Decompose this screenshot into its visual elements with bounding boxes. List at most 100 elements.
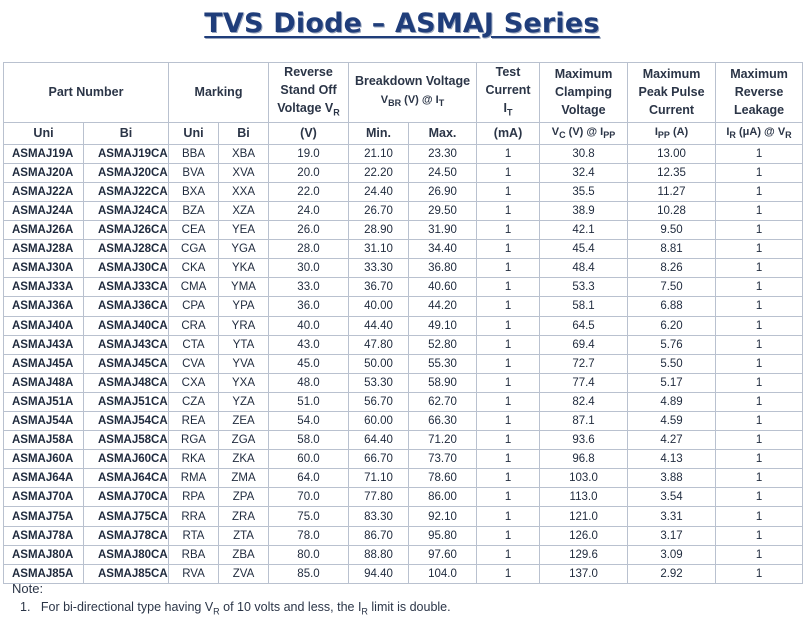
- cell-part-uni: ASMAJ78A: [3, 525, 84, 546]
- cell-part-bi: ASMAJ20CA: [83, 162, 169, 183]
- cell-vbr-max: 95.80: [407, 525, 478, 546]
- specs-table-body: ASMAJ19A ASMAJ19CA BBA XBA 19.0 21.10 23.30 1 30…: [3, 143, 804, 584]
- cell-marking-bi: YPA: [218, 296, 269, 317]
- cell-vbr-min: 77.80: [348, 487, 409, 508]
- cell-ir: 1: [715, 372, 804, 393]
- table-row: ASMAJ26A ASMAJ26CA CEA YEA 26.0 28.90 31.90 1 42…: [3, 220, 804, 241]
- cell-ir: 1: [715, 258, 804, 279]
- cell-it: 1: [476, 239, 541, 260]
- cell-vbr-max: 24.50: [407, 162, 478, 183]
- cell-marking-bi: YMA: [218, 277, 269, 298]
- subheader-ipp-unit: IPP (A): [627, 121, 717, 145]
- cell-vbr-min: 26.70: [348, 200, 409, 222]
- cell-ipp: 3.09: [627, 544, 717, 565]
- cell-marking-uni: RKA: [168, 449, 219, 470]
- cell-marking-bi: ZEA: [218, 410, 269, 432]
- cell-marking-uni: CPA: [168, 296, 219, 317]
- cell-it: 1: [476, 449, 541, 470]
- cell-ipp: 2.92: [627, 563, 717, 584]
- cell-part-bi: ASMAJ19CA: [83, 143, 169, 164]
- cell-marking-uni: CMA: [168, 277, 219, 298]
- cell-vc: 58.1: [539, 296, 629, 317]
- cell-ir: 1: [715, 200, 804, 222]
- table-row: ASMAJ24A ASMAJ24CA BZA XZA 24.0 26.70 29.50 1 38…: [3, 200, 804, 222]
- cell-vbr-max: 40.60: [407, 277, 478, 298]
- cell-vc: 93.6: [539, 430, 629, 451]
- cell-marking-uni: CKA: [168, 258, 219, 279]
- cell-part-bi: ASMAJ80CA: [83, 544, 169, 565]
- cell-vbr-max: 66.30: [407, 410, 478, 432]
- cell-vr: 33.0: [268, 277, 349, 298]
- cell-vr: 28.0: [268, 239, 349, 260]
- cell-vbr-min: 21.10: [348, 143, 409, 164]
- cell-marking-uni: RGA: [168, 430, 219, 451]
- cell-it: 1: [476, 353, 541, 374]
- cell-it: 1: [476, 315, 541, 336]
- cell-vc: 129.6: [539, 544, 629, 565]
- subheader-vc-unit: VC (V) @ IPP: [539, 121, 629, 145]
- cell-part-bi: ASMAJ78CA: [83, 525, 169, 546]
- cell-part-uni: ASMAJ43A: [3, 334, 84, 355]
- cell-vr: 75.0: [268, 506, 349, 527]
- cell-it: 1: [476, 296, 541, 317]
- cell-ir: 1: [715, 277, 804, 298]
- header-part-number: Part Number: [3, 62, 169, 123]
- table-row: ASMAJ19A ASMAJ19CA BBA XBA 19.0 21.10 23.30 1 30…: [3, 143, 804, 164]
- cell-ir: 1: [715, 449, 804, 470]
- specs-table: Part Number Marking Reverse Stand Off Vo…: [3, 62, 804, 584]
- cell-ipp: 9.50: [627, 220, 717, 241]
- cell-ipp: 5.76: [627, 334, 717, 355]
- cell-ir: 1: [715, 334, 804, 355]
- cell-marking-uni: CRA: [168, 315, 219, 336]
- cell-marking-uni: RVA: [168, 563, 219, 584]
- cell-vr: 80.0: [268, 544, 349, 565]
- cell-it: 1: [476, 162, 541, 183]
- cell-ipp: 11.27: [627, 181, 717, 202]
- subheader-ir-unit: IR (μA) @ VR: [715, 121, 804, 145]
- cell-vc: 137.0: [539, 563, 629, 584]
- cell-vc: 42.1: [539, 220, 629, 241]
- cell-ir: 1: [715, 143, 804, 164]
- cell-marking-uni: REA: [168, 410, 219, 432]
- table-row: ASMAJ28A ASMAJ28CA CGA YGA 28.0 31.10 34.40 1 45…: [3, 239, 804, 260]
- cell-marking-uni: CVA: [168, 353, 219, 374]
- cell-vbr-max: 104.0: [407, 563, 478, 584]
- cell-ir: 1: [715, 525, 804, 546]
- cell-marking-bi: ZVA: [218, 563, 269, 584]
- cell-part-uni: ASMAJ40A: [3, 315, 84, 336]
- cell-ipp: 4.27: [627, 430, 717, 451]
- cell-ir: 1: [715, 487, 804, 508]
- cell-part-bi: ASMAJ54CA: [83, 410, 169, 432]
- cell-ipp: 6.20: [627, 315, 717, 336]
- cell-vr: 78.0: [268, 525, 349, 546]
- table-row: ASMAJ22A ASMAJ22CA BXA XXA 22.0 24.40 26.90 1 35…: [3, 181, 804, 202]
- cell-part-uni: ASMAJ75A: [3, 506, 84, 527]
- cell-vc: 30.8: [539, 143, 629, 164]
- cell-vbr-max: 52.80: [407, 334, 478, 355]
- note-item: 1. For bi-directional type having VR of …: [20, 600, 451, 617]
- table-row: ASMAJ80A ASMAJ80CA RBA ZBA 80.0 88.80 97.60 1 12…: [3, 544, 804, 565]
- cell-part-uni: ASMAJ85A: [3, 563, 84, 584]
- cell-it: 1: [476, 334, 541, 355]
- cell-ipp: 4.13: [627, 449, 717, 470]
- cell-vr: 26.0: [268, 220, 349, 241]
- cell-ir: 1: [715, 181, 804, 202]
- cell-vr: 54.0: [268, 410, 349, 432]
- cell-ipp: 3.31: [627, 506, 717, 527]
- cell-vbr-max: 26.90: [407, 181, 478, 202]
- cell-vbr-min: 22.20: [348, 162, 409, 183]
- table-row: ASMAJ51A ASMAJ51CA CZA YZA 51.0 56.70 62.70 1 82…: [3, 391, 804, 413]
- cell-part-uni: ASMAJ20A: [3, 162, 84, 183]
- cell-part-uni: ASMAJ45A: [3, 353, 84, 374]
- table-row: ASMAJ43A ASMAJ43CA CTA YTA 43.0 47.80 52.80 1 69…: [3, 334, 804, 355]
- cell-part-uni: ASMAJ30A: [3, 258, 84, 279]
- cell-marking-uni: CEA: [168, 220, 219, 241]
- cell-marking-uni: RPA: [168, 487, 219, 508]
- cell-it: 1: [476, 563, 541, 584]
- cell-part-uni: ASMAJ60A: [3, 449, 84, 470]
- cell-part-bi: ASMAJ28CA: [83, 239, 169, 260]
- cell-vc: 126.0: [539, 525, 629, 546]
- cell-part-uni: ASMAJ58A: [3, 430, 84, 451]
- cell-ir: 1: [715, 315, 804, 336]
- header-marking: Marking: [168, 62, 269, 123]
